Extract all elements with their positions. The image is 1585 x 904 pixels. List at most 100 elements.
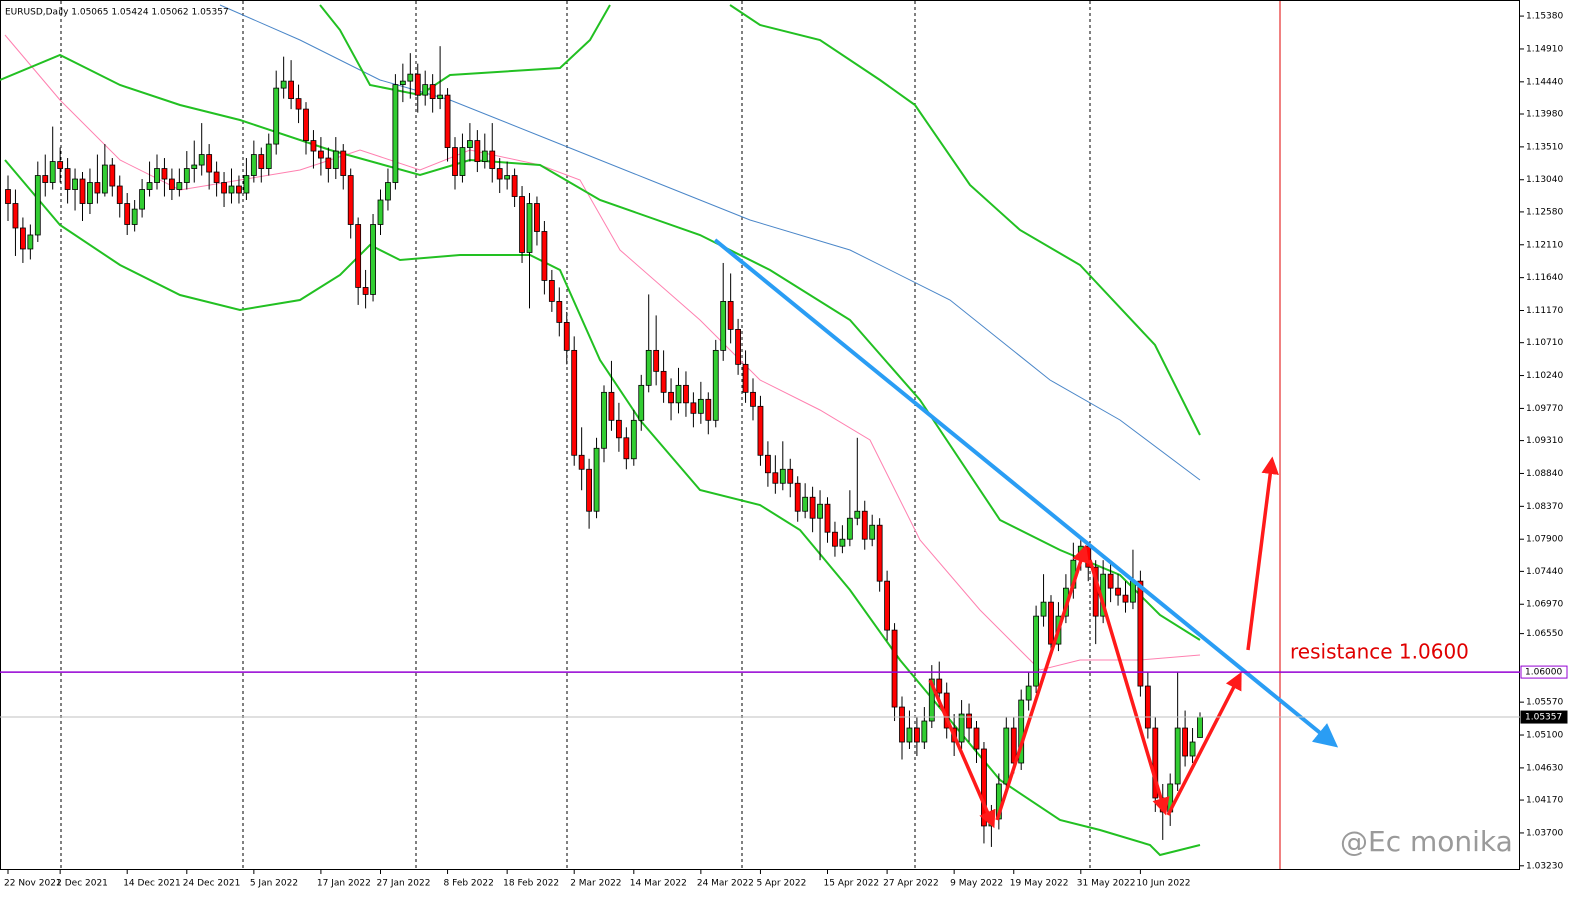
candle-body: [79, 178, 86, 204]
candle-body: [653, 349, 660, 372]
candle-body: [548, 280, 555, 302]
candle-body: [981, 748, 987, 827]
candle-body: [42, 175, 49, 183]
candle-body: [504, 175, 511, 180]
candle-body: [928, 678, 935, 722]
candle-body: [414, 73, 421, 96]
y-tick-label: 1.13980: [1526, 109, 1563, 119]
y-tick-label: 1.11170: [1526, 306, 1563, 316]
candle-body: [720, 301, 727, 351]
candle-body: [168, 178, 175, 190]
candle-body: [973, 727, 980, 750]
x-tick-label: 22 Nov 2021: [4, 879, 62, 889]
candle-body: [869, 524, 876, 540]
chart-title: EURUSD,Daily 1.05065 1.05424 1.05062 1.0…: [5, 8, 229, 18]
y-tick-label: 1.06970: [1526, 600, 1563, 610]
candle-body: [705, 398, 712, 421]
y-tick-label: 1.04630: [1526, 763, 1563, 773]
candle-body: [72, 178, 78, 190]
candle-body: [1122, 594, 1129, 603]
candle-body: [809, 496, 816, 519]
candle-body: [496, 168, 503, 180]
ma-slow: [219, 4, 1201, 481]
candle-body: [593, 447, 600, 512]
candle-body: [273, 87, 280, 145]
y-tick-label: 1.15380: [1526, 12, 1563, 22]
bollinger-lower: [4, 159, 1201, 857]
candle-body: [735, 328, 741, 365]
candle-body: [1107, 573, 1114, 589]
candle-body: [794, 482, 801, 512]
y-tick-label: 1.13040: [1526, 175, 1563, 185]
candle-body: [891, 629, 898, 708]
x-tick-label: 9 May 2022: [950, 879, 1003, 889]
candle-body: [675, 384, 682, 404]
candle-body: [1018, 699, 1025, 764]
candle-body: [1115, 587, 1121, 596]
candle-body: [571, 349, 578, 456]
x-tick-label: 15 Apr 2022: [824, 879, 880, 889]
candle-body: [586, 468, 592, 512]
x-tick-label: 2 Mar 2022: [570, 879, 621, 889]
candle-body: [623, 437, 630, 460]
candle-body: [519, 196, 525, 253]
y-tick-label: 1.08370: [1526, 502, 1563, 512]
candle-body: [742, 363, 749, 393]
x-tick-label: 17 Jan 2022: [317, 879, 371, 889]
candle-body: [407, 73, 414, 82]
candle-body: [243, 175, 250, 194]
y-tick-label: 1.04170: [1526, 796, 1563, 806]
candle-body: [124, 203, 131, 225]
candle-body: [191, 164, 198, 169]
candle-body: [340, 150, 347, 176]
candle-body: [325, 157, 332, 169]
red-arrows: [928, 456, 1279, 829]
candle-body: [332, 150, 339, 169]
y-tick-label: 1.12110: [1526, 240, 1563, 250]
candle-body: [697, 398, 704, 414]
candle-body: [1189, 741, 1196, 757]
x-tick-label: 27 Jan 2022: [377, 879, 431, 889]
candle-body: [638, 384, 645, 421]
y-tick-label: 1.10710: [1526, 338, 1563, 348]
y-tick-label: 1.10240: [1526, 371, 1563, 381]
watermark: @Ec monika: [1340, 825, 1513, 858]
candle-body: [921, 720, 928, 743]
x-tick-label: 27 Apr 2022: [883, 879, 939, 889]
candle-body: [258, 154, 265, 169]
y-tick-label: 1.07900: [1526, 535, 1563, 545]
candle-body: [466, 140, 473, 148]
x-tick-label: 24 Dec 2021: [183, 879, 241, 889]
bollinger-upper: [729, 4, 1201, 436]
bollinger-mid: [0, 53, 1201, 641]
candle-body: [966, 713, 972, 729]
x-tick-label: 24 Mar 2022: [697, 879, 754, 889]
x-tick-label: 18 Feb 2022: [503, 879, 559, 889]
candle-body: [146, 182, 153, 190]
drawings: [713, 238, 1339, 829]
candle-body: [779, 468, 786, 484]
candle-body: [481, 150, 488, 162]
candle-body: [49, 161, 56, 183]
candle-body: [854, 510, 861, 519]
candle-body: [161, 168, 168, 180]
candle-body: [630, 419, 637, 460]
candle-body: [221, 182, 227, 194]
x-tick-label: 14 Dec 2021: [123, 879, 181, 889]
candle-body: [958, 713, 965, 743]
candle-body: [899, 706, 905, 743]
x-tick-label: 2 Dec 2021: [56, 879, 108, 889]
candle-body: [511, 175, 518, 197]
candle-body: [109, 164, 116, 187]
level-label: 1.06000: [1525, 668, 1562, 678]
y-tick-label: 1.03230: [1526, 861, 1563, 871]
candle-body: [832, 531, 838, 547]
candle-body: [429, 84, 436, 100]
candle-body: [802, 496, 809, 512]
candle-body: [839, 538, 846, 547]
candle-body: [1040, 601, 1047, 617]
candle-body: [906, 727, 913, 743]
candle-body: [757, 405, 764, 456]
candle-body: [772, 472, 779, 484]
candle-body: [727, 301, 734, 330]
